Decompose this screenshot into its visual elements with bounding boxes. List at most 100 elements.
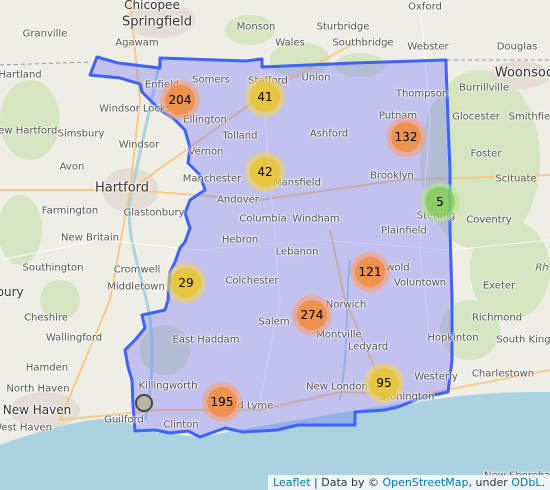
cluster-count: 121 <box>355 257 385 287</box>
place-label: Woonsocket <box>494 65 550 81</box>
place-label: Montville <box>316 329 362 341</box>
place-label: Lebanon <box>275 246 319 258</box>
place-label: Westerly <box>414 371 458 383</box>
place-label: Ashford <box>309 128 349 140</box>
place-label: Glastonbury <box>123 207 185 219</box>
place-label: Salem <box>258 316 290 328</box>
place-label: Southington <box>22 262 84 274</box>
place-label: Simsbury <box>57 128 105 140</box>
place-label: North Haven <box>6 383 70 395</box>
place-label: Killingworth <box>138 380 198 392</box>
place-label: Hopkinton <box>427 332 479 344</box>
place-label: Windsor Locks <box>99 103 171 115</box>
place-label: Stonington <box>379 391 435 403</box>
place-label: Richmond <box>471 312 523 324</box>
place-label: East Haddam <box>172 334 240 346</box>
place-label: Columbia <box>239 213 287 225</box>
place-label: Old Lyme <box>226 400 274 412</box>
place-label: New Hartford <box>0 125 58 137</box>
place-label: Ledyard <box>347 341 389 353</box>
place-label: Union <box>301 72 331 84</box>
cluster-count: 195 <box>207 387 237 417</box>
place-label: Avon <box>59 161 85 173</box>
place-label: Southbridge <box>332 37 394 49</box>
place-label: Plainfield <box>381 225 427 237</box>
marker-cluster[interactable]: 42 <box>245 152 285 192</box>
place-label: Voluntown <box>393 277 447 289</box>
place-label: Windsor <box>118 139 160 151</box>
place-label: Burrillville <box>459 82 509 94</box>
place-label: Glocester <box>452 111 500 123</box>
leaflet-link[interactable]: Leaflet <box>273 476 311 489</box>
place-label: Scituate <box>495 173 537 185</box>
marker-cluster[interactable]: 41 <box>245 77 285 117</box>
place-label: Charlestown <box>471 368 535 380</box>
cluster-count: 95 <box>369 368 399 398</box>
cluster-count: 29 <box>171 268 201 298</box>
attribution-text-1: | Data by © <box>310 476 383 489</box>
place-label: Colchester <box>225 275 279 287</box>
place-label: Middletown <box>107 281 165 293</box>
place-label: Windham <box>292 213 340 225</box>
location-marker[interactable] <box>135 394 153 412</box>
place-label: Ellington <box>183 114 227 126</box>
place-label: Smithfield <box>508 111 550 123</box>
place-label: Wallingford <box>45 332 103 344</box>
place-label: Andover <box>217 194 259 206</box>
place-label: Sturbridge <box>316 21 370 33</box>
cluster-count: 204 <box>165 85 195 115</box>
place-label: Farmington <box>41 205 99 217</box>
place-label: New London <box>306 381 368 393</box>
place-label: Webster <box>407 41 449 53</box>
marker-cluster[interactable]: 5 <box>420 182 460 222</box>
place-label: Chicopee <box>124 0 180 12</box>
cluster-count: 42 <box>250 157 280 187</box>
cluster-count: 5 <box>425 187 455 217</box>
place-label: New Britain <box>61 232 119 244</box>
marker-cluster[interactable]: 204 <box>160 80 200 120</box>
place-label: Somers <box>192 74 230 86</box>
place-label: Brooklyn <box>370 170 414 182</box>
marker-cluster[interactable]: 121 <box>350 252 390 292</box>
place-label: New Haven <box>2 403 72 417</box>
marker-cluster[interactable]: 274 <box>292 295 332 335</box>
place-label: Tolland <box>222 130 258 142</box>
place-label: Norwich <box>325 299 367 311</box>
place-label: West Haven <box>0 422 52 434</box>
place-label: Exeter <box>482 280 516 292</box>
place-label: bury <box>0 285 24 299</box>
marker-cluster[interactable]: 29 <box>166 263 206 303</box>
place-label: Douglas <box>496 41 538 53</box>
place-label: Cheshire <box>24 312 68 324</box>
openstreetmap-link[interactable]: OpenStreetMap <box>382 476 469 489</box>
place-label: Rh <box>535 262 549 274</box>
marker-cluster[interactable]: 95 <box>364 363 404 403</box>
place-label: Mansfield <box>273 177 321 189</box>
place-label: Agawam <box>115 37 159 49</box>
place-label: Clinton <box>163 419 199 431</box>
place-label: Hebron <box>221 234 259 246</box>
map-attribution: Leaflet | Data by © OpenStreetMap, under… <box>268 475 550 490</box>
place-label: Wales <box>275 37 305 49</box>
place-label: Hartland <box>0 69 42 81</box>
place-label: Foster <box>470 148 502 160</box>
place-label: Hamden <box>25 362 69 374</box>
attribution-text-3: . <box>541 476 546 489</box>
place-label: Guilford <box>104 414 144 426</box>
attribution-text-2: , under <box>468 476 512 489</box>
place-label: Springfield <box>121 14 193 30</box>
region-polygon[interactable] <box>88 55 454 439</box>
place-label: Cromwell <box>113 264 161 276</box>
place-label: Hartford <box>94 180 150 196</box>
place-label: Monson <box>236 21 276 33</box>
odbl-link[interactable]: ODbL <box>511 476 542 489</box>
place-label: Coventry <box>466 214 512 226</box>
place-label: Putnam <box>378 110 418 122</box>
cluster-count: 132 <box>391 122 421 152</box>
place-label: Enfield <box>144 79 180 91</box>
marker-cluster[interactable]: 195 <box>202 382 242 422</box>
place-label: Vernon <box>188 146 224 158</box>
marker-cluster[interactable]: 132 <box>386 117 426 157</box>
